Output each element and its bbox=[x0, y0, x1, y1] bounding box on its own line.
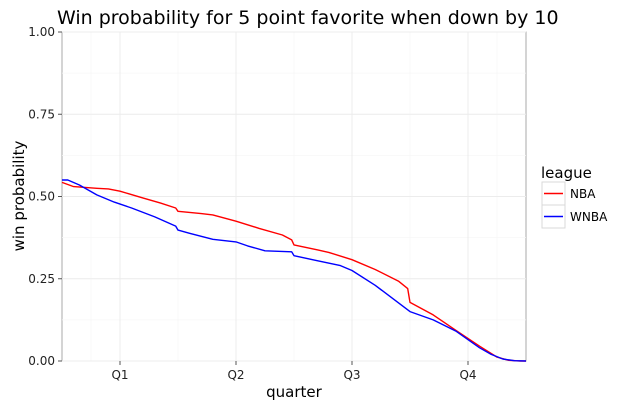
legend-item-wnba: WNBA bbox=[541, 204, 608, 229]
x-tick-label: Q1 bbox=[111, 368, 128, 382]
legend-label: WNBA bbox=[570, 210, 608, 224]
y-tick-label: 0.50 bbox=[28, 190, 55, 204]
y-tick-label: 0.75 bbox=[28, 107, 55, 121]
y-tick-label: 0.00 bbox=[28, 354, 55, 368]
chart-title: Win probability for 5 point favorite whe… bbox=[57, 7, 559, 29]
x-tick-label: Q4 bbox=[459, 368, 476, 382]
legend: league NBA WNBA bbox=[541, 164, 608, 229]
series-lines bbox=[61, 179, 527, 362]
legend-item-nba: NBA bbox=[541, 181, 596, 206]
legend-title: league bbox=[541, 164, 592, 182]
y-tick-label: 0.25 bbox=[28, 272, 55, 286]
x-tick-label: Q3 bbox=[343, 368, 360, 382]
x-axis: Q1 Q2 Q3 Q4 bbox=[111, 361, 477, 382]
x-tick-label: Q2 bbox=[227, 368, 244, 382]
x-axis-title: quarter bbox=[266, 383, 322, 401]
major-grid bbox=[62, 31, 526, 362]
y-axis-title: win probability bbox=[10, 141, 28, 252]
y-axis: 0.00 0.25 0.50 0.75 1.00 bbox=[28, 25, 62, 368]
series-line-wnba bbox=[62, 179, 527, 362]
legend-label: NBA bbox=[570, 187, 596, 201]
y-tick-label: 1.00 bbox=[28, 25, 55, 39]
